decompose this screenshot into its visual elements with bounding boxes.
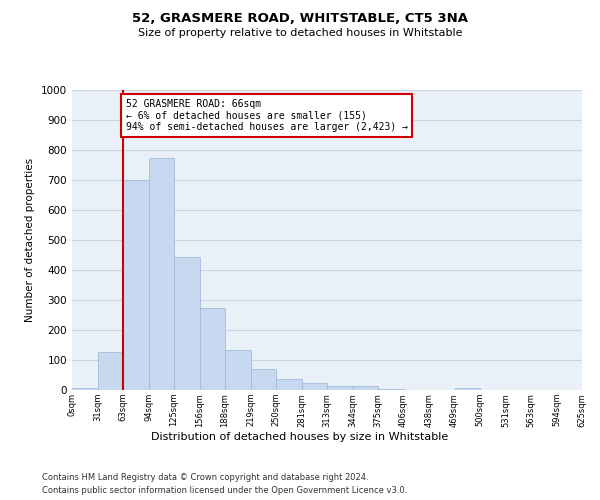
- Y-axis label: Number of detached properties: Number of detached properties: [25, 158, 35, 322]
- Text: Distribution of detached houses by size in Whitstable: Distribution of detached houses by size …: [151, 432, 449, 442]
- Bar: [149, 158, 174, 390]
- Bar: [199, 308, 225, 390]
- Bar: [378, 388, 404, 390]
- Text: Contains public sector information licensed under the Open Government Licence v3: Contains public sector information licen…: [42, 486, 407, 495]
- Bar: [251, 369, 276, 390]
- Bar: [327, 386, 353, 390]
- Bar: [97, 352, 123, 390]
- Bar: [302, 382, 327, 390]
- Text: Size of property relative to detached houses in Whitstable: Size of property relative to detached ho…: [138, 28, 462, 38]
- Bar: [225, 350, 251, 390]
- Text: Contains HM Land Registry data © Crown copyright and database right 2024.: Contains HM Land Registry data © Crown c…: [42, 472, 368, 482]
- Bar: [455, 388, 480, 390]
- Bar: [174, 257, 199, 390]
- Bar: [276, 378, 302, 390]
- Text: 52, GRASMERE ROAD, WHITSTABLE, CT5 3NA: 52, GRASMERE ROAD, WHITSTABLE, CT5 3NA: [132, 12, 468, 26]
- Text: 52 GRASMERE ROAD: 66sqm
← 6% of detached houses are smaller (155)
94% of semi-de: 52 GRASMERE ROAD: 66sqm ← 6% of detached…: [125, 99, 407, 132]
- Bar: [353, 386, 378, 390]
- Bar: [123, 180, 149, 390]
- Bar: [72, 388, 97, 390]
